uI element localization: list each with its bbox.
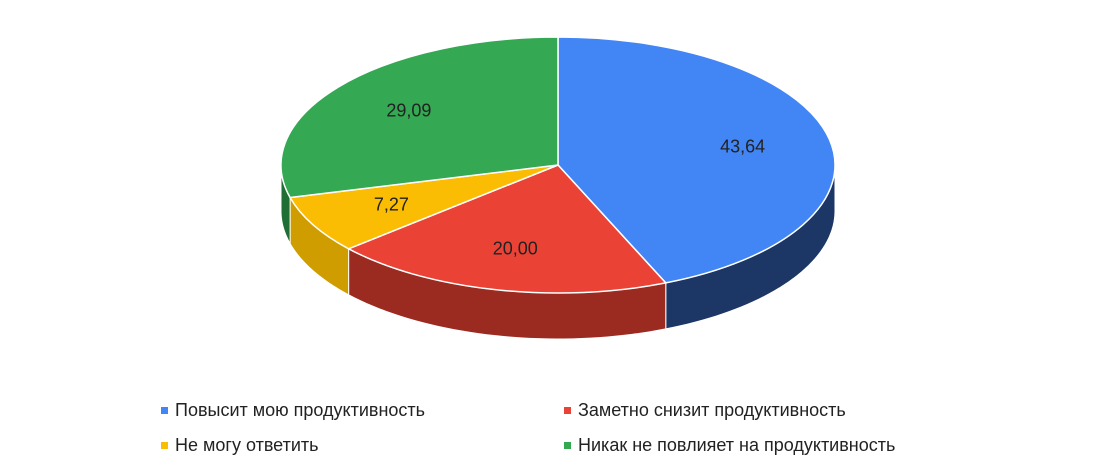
data-label: 20,00 [493, 239, 538, 259]
data-label: 43,64 [720, 136, 765, 156]
legend-label: Повысит мою продуктивность [175, 400, 425, 420]
legend-marker [564, 407, 571, 414]
legend-label: Заметно снизит продуктивность [578, 400, 846, 420]
slice [288, 164, 559, 250]
slice [346, 164, 668, 294]
legend-marker [161, 442, 168, 449]
legend-label: Не могу ответить [175, 435, 319, 455]
data-label: 7,27 [374, 194, 409, 214]
slice [280, 36, 559, 199]
legend-marker [564, 442, 571, 449]
legend-marker [161, 407, 168, 414]
data-label: 29,09 [386, 101, 431, 121]
slice [557, 36, 836, 284]
legend-label: Никак не повлияет на продуктивность [578, 435, 895, 455]
